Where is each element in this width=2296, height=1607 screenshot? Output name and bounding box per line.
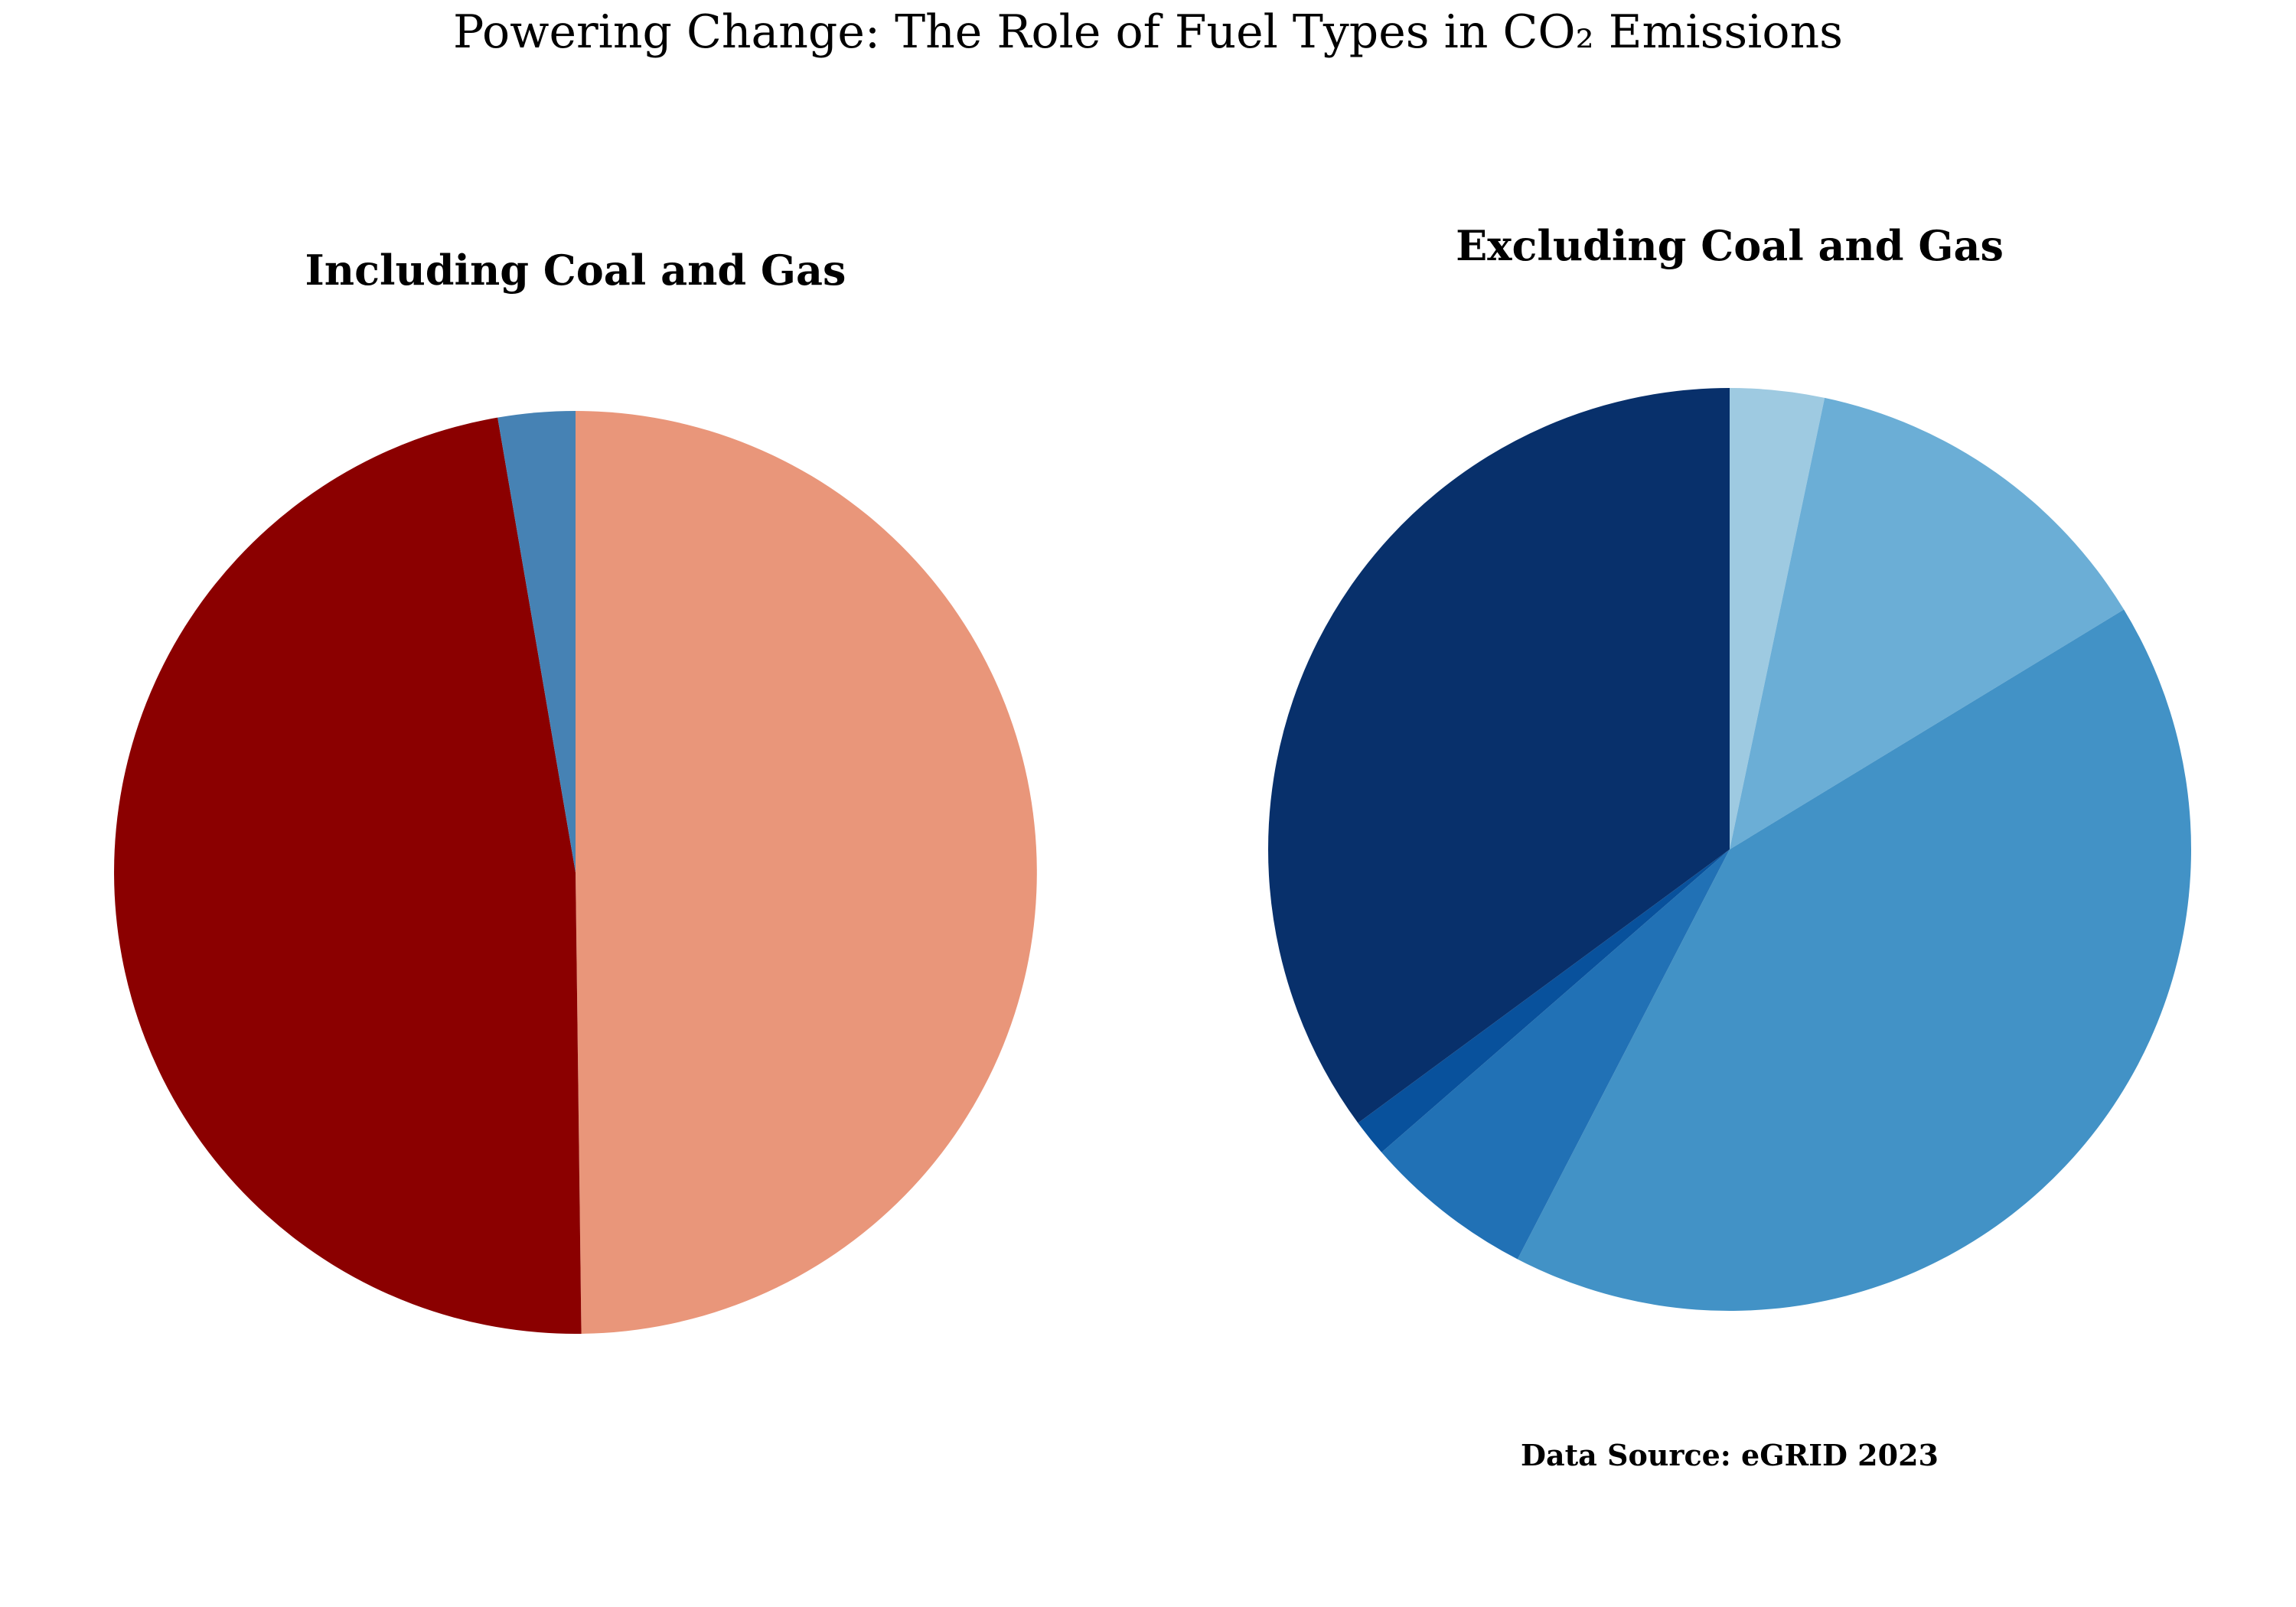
pie-chart-including bbox=[114, 411, 1037, 1334]
chart-title: Powering Change: The Role of Fuel Types … bbox=[453, 5, 1843, 59]
pie-2-title: Excluding Coal and Gas bbox=[1456, 221, 2004, 270]
pie-chart-excluding bbox=[1268, 387, 2192, 1312]
pie-1-title: Including Coal and Gas bbox=[305, 246, 846, 295]
pie-1-slice-1 bbox=[576, 411, 1037, 1334]
pie-2-slice-4 bbox=[1381, 849, 1730, 1260]
pie-1-slice-2 bbox=[114, 417, 582, 1334]
pie-2-slice-6 bbox=[1268, 387, 1730, 1123]
pie-1-slice-3 bbox=[497, 411, 576, 872]
pie-2-slice-3 bbox=[1517, 609, 2192, 1312]
pie-2-slice-1 bbox=[1730, 388, 1825, 849]
data-source-note: Data Source: eGRID 2023 bbox=[1521, 1438, 1939, 1472]
pie-2-slice-5 bbox=[1358, 849, 1730, 1152]
pie-2-slice-2 bbox=[1730, 397, 2125, 849]
